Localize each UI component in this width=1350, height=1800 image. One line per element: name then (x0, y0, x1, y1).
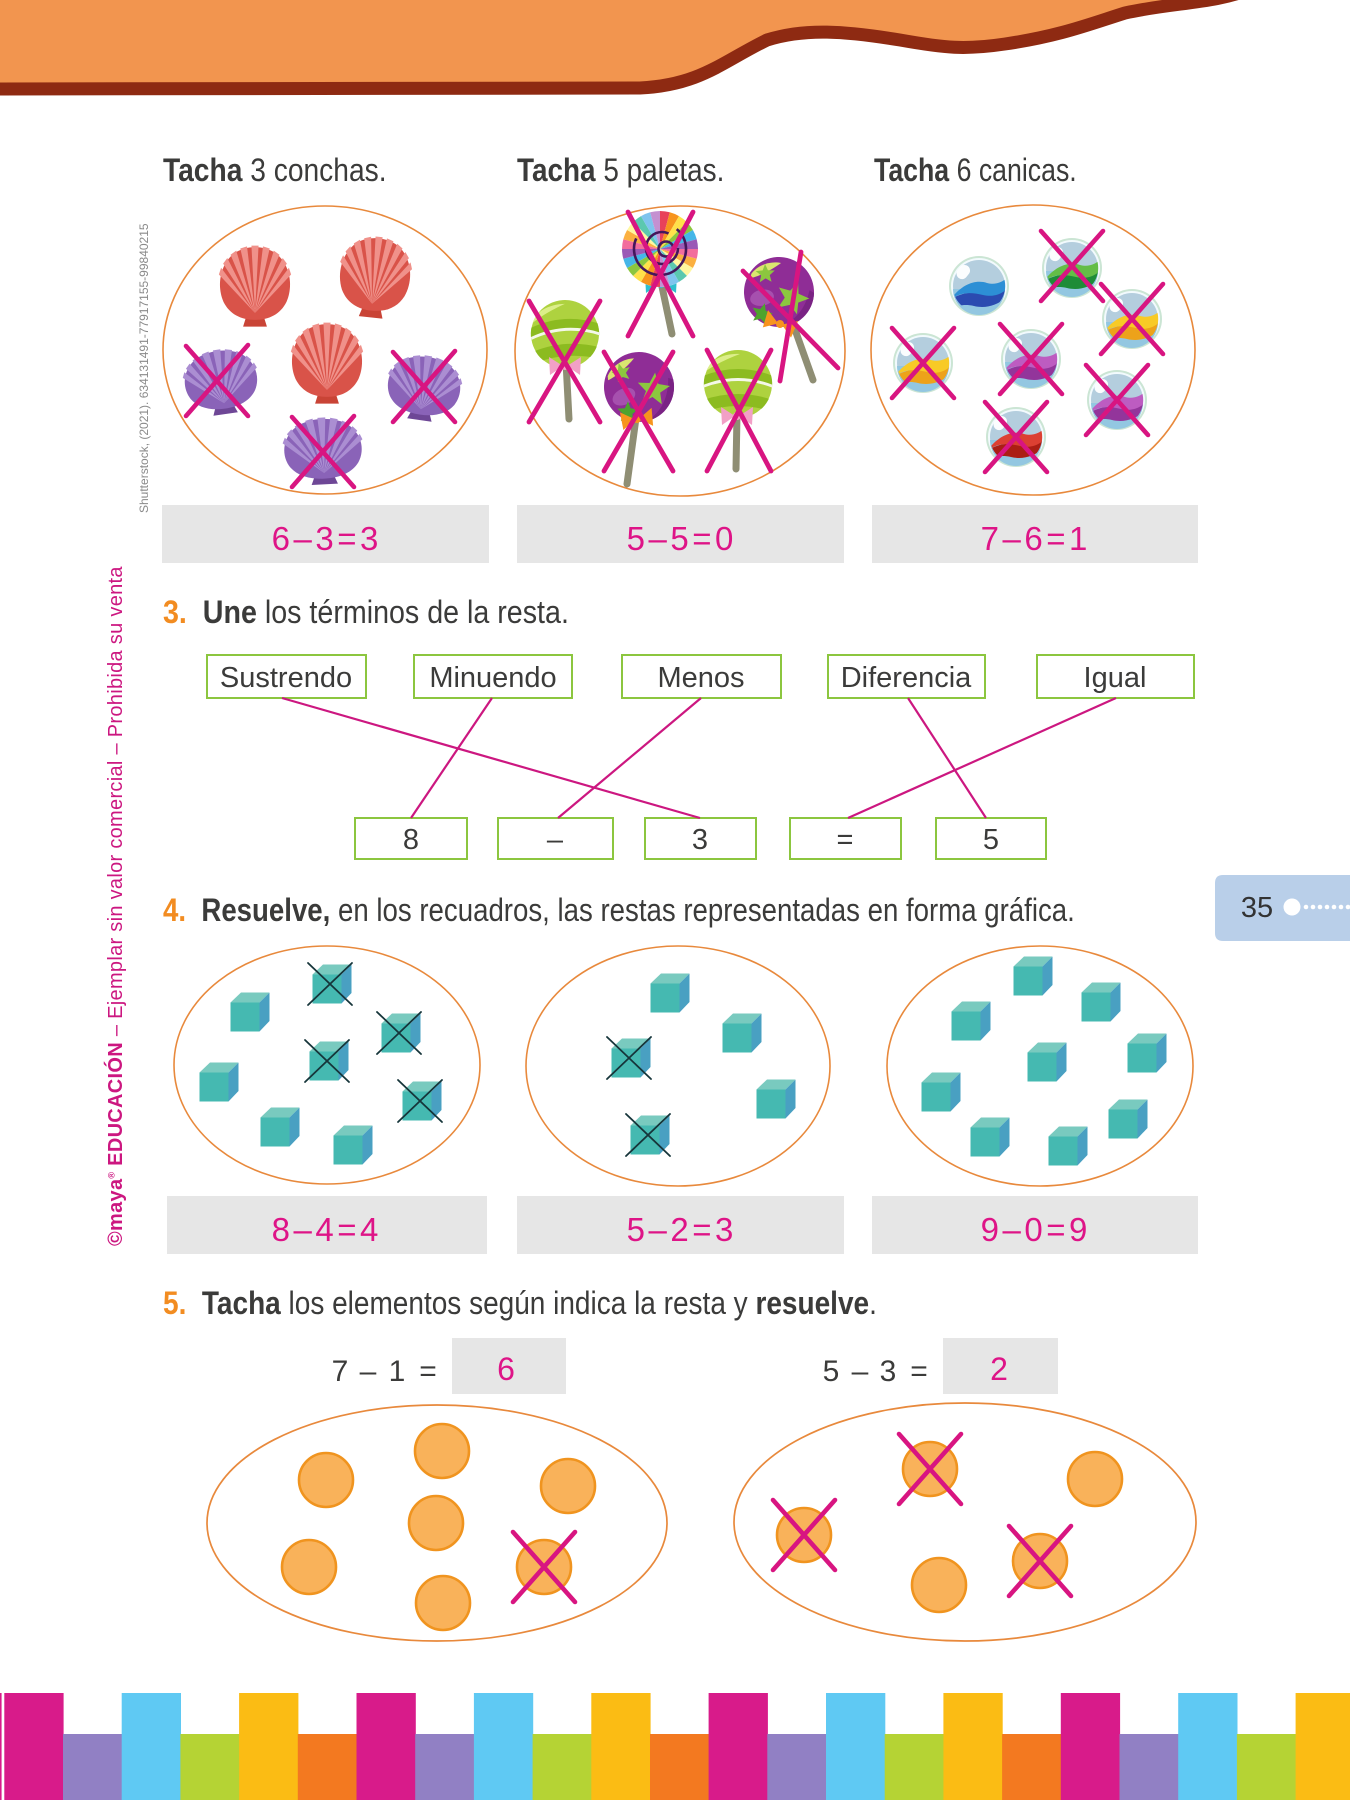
svg-text:–: – (547, 824, 564, 856)
svg-text:35: 35 (1241, 892, 1273, 924)
svg-text:–: – (852, 1355, 869, 1388)
svg-text:1: 1 (389, 1355, 406, 1388)
svg-text:Diferencia: Diferencia (841, 662, 972, 694)
svg-text:8–4=4: 8–4 = 4 (272, 1211, 379, 1248)
svg-text:5–5=0: 5–5 = 0 (627, 520, 734, 557)
svg-text:Minuendo: Minuendo (429, 662, 556, 694)
svg-text:9–0=9: 9–0 = 9 (981, 1211, 1088, 1248)
svg-text:–: – (360, 1355, 377, 1388)
svg-text:7: 7 (332, 1355, 349, 1388)
svg-text:6–3=3: 6–3 = 3 (272, 520, 379, 557)
svg-text:7–6=1: 7–6 = 1 (981, 520, 1088, 557)
svg-text:2: 2 (990, 1351, 1008, 1387)
svg-text:=: = (837, 824, 854, 856)
svg-text:5: 5 (823, 1355, 840, 1388)
svg-text:6: 6 (497, 1351, 515, 1387)
svg-text:5: 5 (983, 824, 999, 856)
svg-text:Sustrendo: Sustrendo (220, 662, 352, 694)
svg-text:8: 8 (403, 824, 419, 856)
svg-text:3: 3 (692, 824, 708, 856)
svg-text:Menos: Menos (657, 662, 744, 694)
svg-text:=: = (910, 1355, 928, 1388)
svg-text:Igual: Igual (1084, 662, 1147, 694)
svg-text:=: = (419, 1355, 437, 1388)
svg-text:5–2=3: 5–2 = 3 (627, 1211, 734, 1248)
svg-text:3: 3 (880, 1355, 897, 1388)
